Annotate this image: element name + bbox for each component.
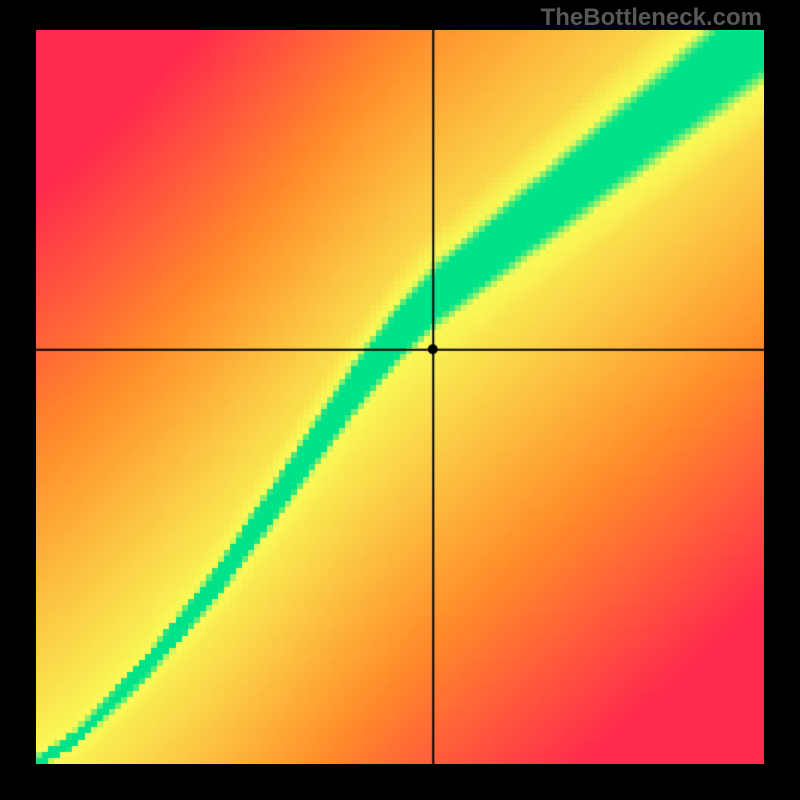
bottleneck-heatmap <box>36 30 764 764</box>
chart-container: TheBottleneck.com <box>0 0 800 800</box>
watermark-text: TheBottleneck.com <box>541 4 762 32</box>
